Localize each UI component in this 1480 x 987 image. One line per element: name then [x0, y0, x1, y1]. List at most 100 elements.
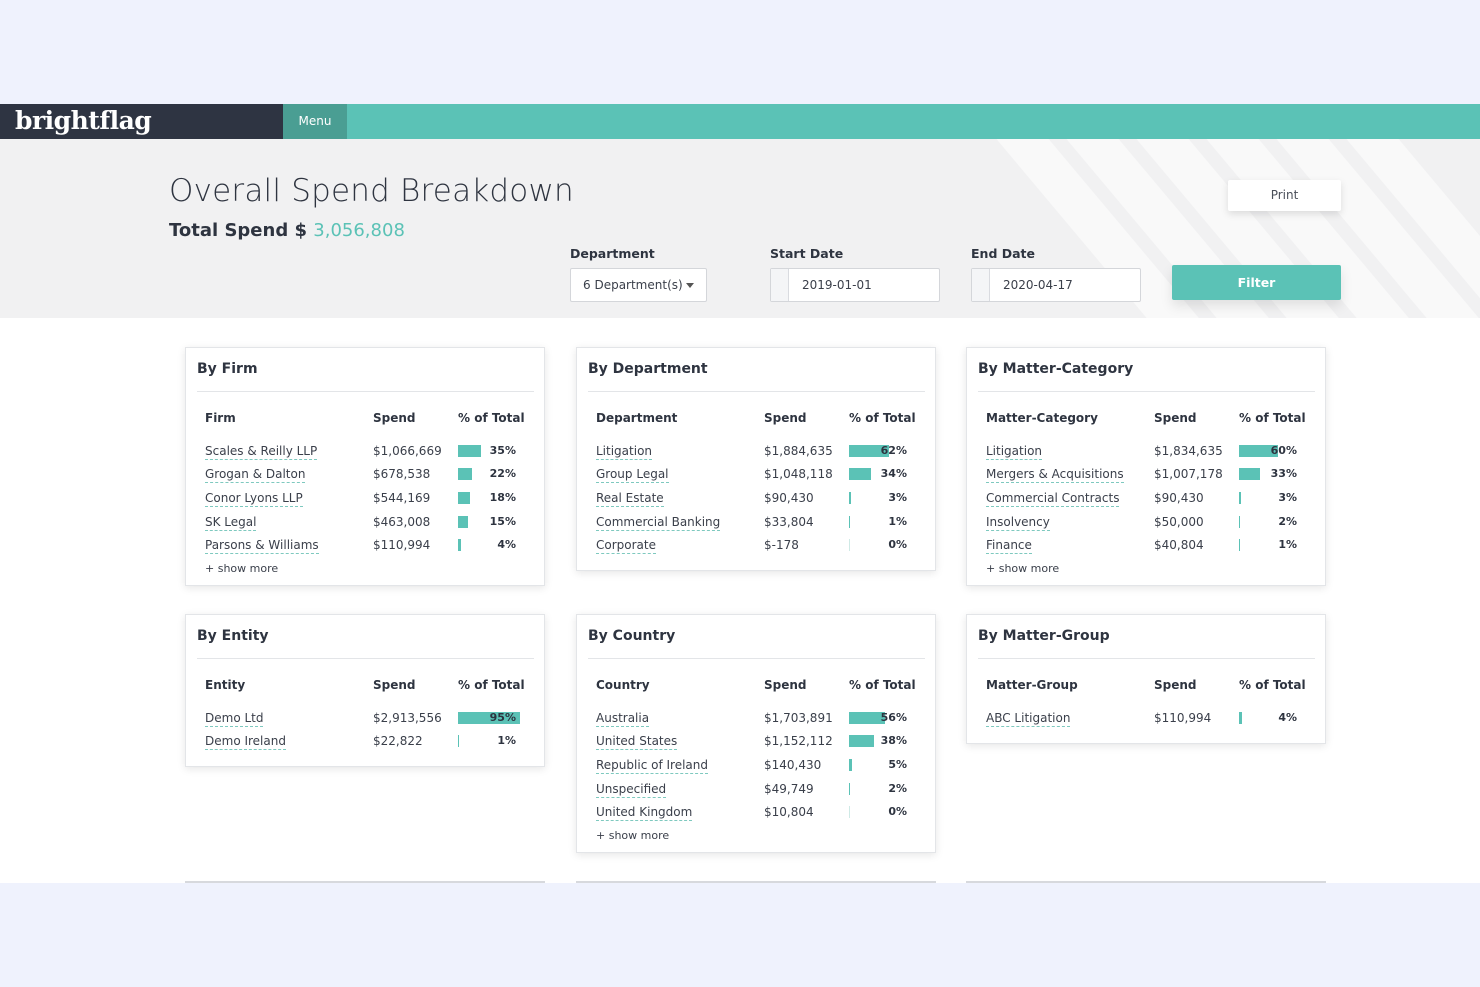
page-title: Overall Spend Breakdown [169, 173, 574, 209]
next-card-edge [185, 881, 545, 883]
total-spend-label: Total Spend $ [169, 220, 307, 241]
pct-label: 3% [1278, 490, 1297, 504]
row-name-link[interactable]: Unspecified [596, 781, 667, 798]
table-row: Conor Lyons LLP $544,169 18% [205, 486, 528, 510]
pct-bar-track: 60% [1239, 444, 1305, 458]
row-spend: $50,000 [1154, 514, 1204, 529]
row-name-link[interactable]: ABC Litigation [986, 710, 1071, 727]
page-header: Overall Spend Breakdown Total Spend $ 3,… [0, 139, 1480, 318]
table-row: Litigation $1,884,635 62% [596, 439, 919, 463]
table-row: Commercial Contracts $90,430 3% [986, 486, 1309, 510]
spend-table: Department Spend % of Total Litigation $1,88… [596, 411, 919, 557]
row-name-link[interactable]: Group Legal [596, 467, 669, 484]
row-name-cell: Demo Ireland [205, 730, 373, 754]
row-name-link[interactable]: Republic of Ireland [596, 757, 708, 774]
spend-table: Entity Spend % of Total Demo Ltd $2,913,556 9… [205, 678, 528, 753]
row-name-link[interactable]: Australia [596, 710, 650, 727]
row-name-link[interactable]: Demo Ireland [205, 734, 286, 751]
row-name-link[interactable]: Grogan & Dalton [205, 467, 306, 484]
row-pct-cell: 2% [1239, 510, 1309, 534]
card-divider [588, 391, 925, 392]
row-spend: $1,703,891 [764, 710, 833, 725]
end-date-label: End Date [971, 246, 1036, 261]
row-pct-cell: 3% [1239, 486, 1309, 510]
row-spend: $1,152,112 [764, 734, 833, 749]
pct-bar [849, 735, 874, 748]
row-pct-cell: 60% [1239, 439, 1309, 463]
column-header-spend: Spend [373, 411, 416, 425]
row-name-cell: Demo Ltd [205, 706, 373, 730]
row-name-cell: Corporate [596, 533, 764, 557]
end-date-input[interactable] [1003, 269, 1133, 301]
row-name-link[interactable]: Conor Lyons LLP [205, 490, 303, 507]
show-more-link[interactable]: + show more [205, 561, 279, 575]
column-header-pct: % of Total [458, 678, 525, 692]
column-header-name: Department [596, 411, 678, 425]
row-spend: $1,884,635 [764, 443, 833, 458]
pct-bar [1239, 515, 1240, 528]
row-name-link[interactable]: Litigation [986, 443, 1043, 460]
row-name-link[interactable]: Commercial Contracts [986, 490, 1120, 507]
column-header-pct: % of Total [1239, 411, 1306, 425]
pct-bar-track: 2% [849, 782, 915, 796]
row-spend: $-178 [764, 538, 799, 553]
row-pct-cell: 35% [458, 439, 528, 463]
row-spend: $1,048,118 [764, 467, 833, 482]
row-name-cell: Litigation [986, 439, 1154, 463]
row-name-link[interactable]: Corporate [596, 538, 656, 555]
end-date-field[interactable] [971, 268, 1141, 302]
row-name-cell: Litigation [596, 439, 764, 463]
row-name-link[interactable]: Commercial Banking [596, 514, 721, 531]
pct-bar-track: 3% [849, 491, 915, 505]
column-header-name: Entity [205, 678, 246, 692]
row-name-link[interactable]: Insolvency [986, 514, 1050, 531]
pct-label: 35% [489, 443, 516, 457]
row-name-link[interactable]: United Kingdom [596, 805, 693, 822]
table-row: Republic of Ireland $140,430 5% [596, 753, 919, 777]
pct-bar-track: 35% [458, 444, 524, 458]
row-name-link[interactable]: United States [596, 734, 678, 751]
calendar-addon [972, 269, 990, 301]
card-divider [978, 658, 1315, 659]
row-name-link[interactable]: Real Estate [596, 490, 664, 507]
brand-logo[interactable]: brightflag [0, 104, 283, 139]
row-name-link[interactable]: Parsons & Williams [205, 538, 319, 555]
row-name-cell: Republic of Ireland [596, 753, 764, 777]
pct-bar-track: 95% [458, 711, 524, 725]
row-name-cell: Mergers & Acquisitions [986, 463, 1154, 487]
card-title: By Department [588, 361, 708, 377]
column-header-spend: Spend [764, 678, 807, 692]
pct-bar [849, 515, 850, 528]
row-name-link[interactable]: Mergers & Acquisitions [986, 467, 1124, 484]
menu-button[interactable]: Menu [283, 104, 347, 139]
start-date-input[interactable] [802, 269, 932, 301]
pct-label: 4% [497, 538, 516, 552]
department-select[interactable]: 6 Department(s) [570, 268, 707, 302]
column-header-name: Firm [205, 411, 236, 425]
filter-button[interactable]: Filter [1172, 265, 1341, 300]
start-date-field[interactable] [770, 268, 940, 302]
pct-bar [849, 782, 850, 795]
row-name-link[interactable]: SK Legal [205, 514, 257, 531]
pct-label: 1% [888, 514, 907, 528]
row-spend: $90,430 [1154, 490, 1204, 505]
show-more-link[interactable]: + show more [986, 561, 1060, 575]
pct-label: 56% [880, 710, 907, 724]
show-more-link[interactable]: + show more [596, 828, 670, 842]
row-name-link[interactable]: Finance [986, 538, 1032, 555]
row-pct-cell: 18% [458, 486, 528, 510]
column-header-name: Country [596, 678, 650, 692]
pct-bar-track: 18% [458, 491, 524, 505]
row-name-link[interactable]: Demo Ltd [205, 710, 264, 727]
column-header-pct: % of Total [458, 411, 525, 425]
card-matter-category: By Matter-Category Matter-Category Spend % … [966, 347, 1326, 586]
row-name-link[interactable]: Litigation [596, 443, 653, 460]
row-spend: $1,007,178 [1154, 467, 1223, 482]
card-divider [197, 658, 534, 659]
row-name-cell: Commercial Banking [596, 510, 764, 534]
pct-bar [849, 444, 889, 457]
table-header-row: Firm Spend % of Total [205, 411, 528, 439]
print-button[interactable]: Print [1228, 180, 1341, 211]
row-name-link[interactable]: Scales & Reilly LLP [205, 443, 318, 460]
top-nav-bar: brightflag Menu [0, 104, 1480, 139]
